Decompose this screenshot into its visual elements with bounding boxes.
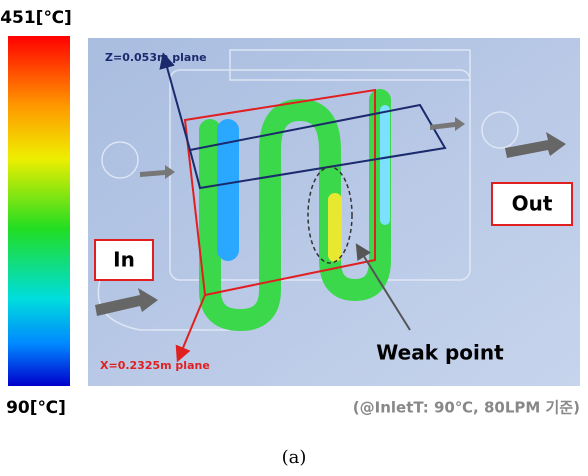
figure: 451[℃] 90[℃] Z=0.053m plane X=0.2325m pl… xyxy=(0,0,588,472)
outlet-label: Out xyxy=(512,192,553,216)
x-plane-label: X=0.2325m plane xyxy=(100,359,210,372)
weak-point-label: Weak point xyxy=(376,341,504,365)
colorbar xyxy=(8,36,70,386)
caption: (a) xyxy=(282,447,307,468)
inlet-label: In xyxy=(113,248,135,272)
render-panel: Z=0.053m plane X=0.2325m plane In Out We… xyxy=(88,38,580,386)
colorbar-max: 451[℃] xyxy=(0,8,72,28)
colorbar-min: 90[℃] xyxy=(6,398,66,418)
condition-note: (@InletT: 90℃, 80LPM 기준) xyxy=(353,399,580,417)
z-plane-label: Z=0.053m plane xyxy=(105,51,207,64)
